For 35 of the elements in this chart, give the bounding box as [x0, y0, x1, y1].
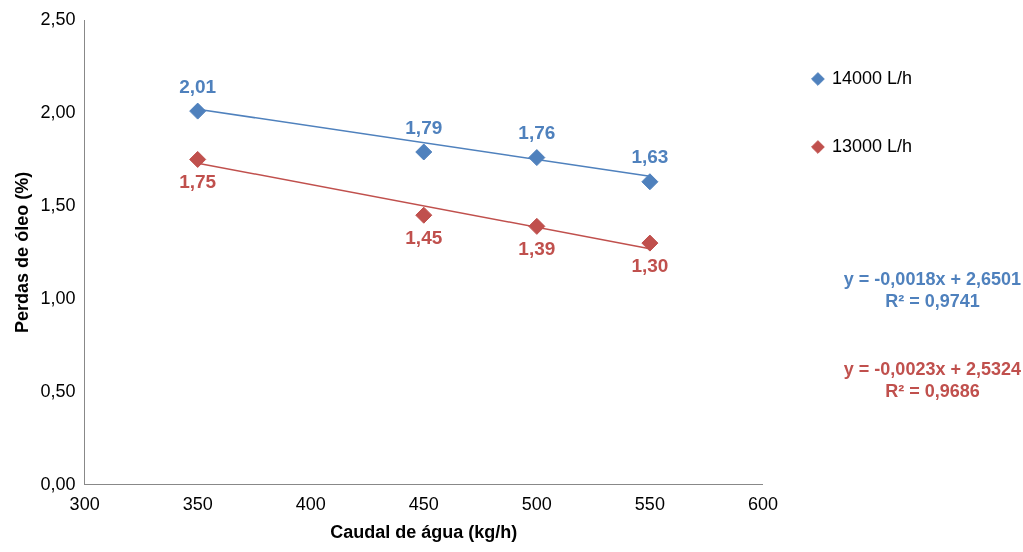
text: y = -0,0023x + 2,5324 R² = 0,9686 — [843, 358, 1021, 402]
x-tick-label: 600 — [747, 493, 778, 514]
point — [641, 173, 659, 191]
y-tick-label: 2,50 — [40, 8, 76, 29]
data-label: 1,75 — [179, 171, 217, 193]
data-label: 1,45 — [405, 226, 443, 248]
data-label: 1,39 — [518, 238, 556, 260]
text: y = -0,0018x + 2,6501 R² = 0,9741 — [843, 268, 1021, 312]
legend-label: 13000 L/h — [831, 135, 912, 156]
x-tick-label: 400 — [295, 493, 326, 514]
legend-label: 14000 L/h — [831, 67, 912, 88]
point — [415, 206, 433, 224]
data-label: 2,01 — [179, 75, 217, 97]
data-label: 1,63 — [631, 146, 669, 168]
x-tick-label: 550 — [634, 493, 665, 514]
x-tick-label: 450 — [408, 493, 439, 514]
data-label: 1,76 — [518, 122, 556, 144]
y-tick-label: 0,00 — [40, 473, 76, 494]
point — [189, 102, 207, 120]
y-axis-title: Perdas de óleo (%) — [11, 171, 32, 333]
point — [528, 217, 546, 235]
data-label: 1,30 — [631, 254, 669, 276]
point — [415, 143, 433, 161]
data-label: 1,79 — [405, 116, 443, 138]
point — [641, 234, 659, 252]
x-tick-label: 300 — [69, 493, 100, 514]
y-tick-label: 1,00 — [40, 287, 76, 308]
y-tick-label: 1,50 — [40, 194, 76, 215]
x-axis-title: Caudal de água (kg/h) — [330, 522, 518, 543]
x-tick-label: 350 — [182, 493, 213, 514]
point — [189, 150, 207, 168]
point — [528, 149, 546, 167]
y-tick-label: 0,50 — [40, 380, 76, 401]
y-tick-label: 2,00 — [40, 101, 76, 122]
x-tick-label: 500 — [521, 493, 552, 514]
